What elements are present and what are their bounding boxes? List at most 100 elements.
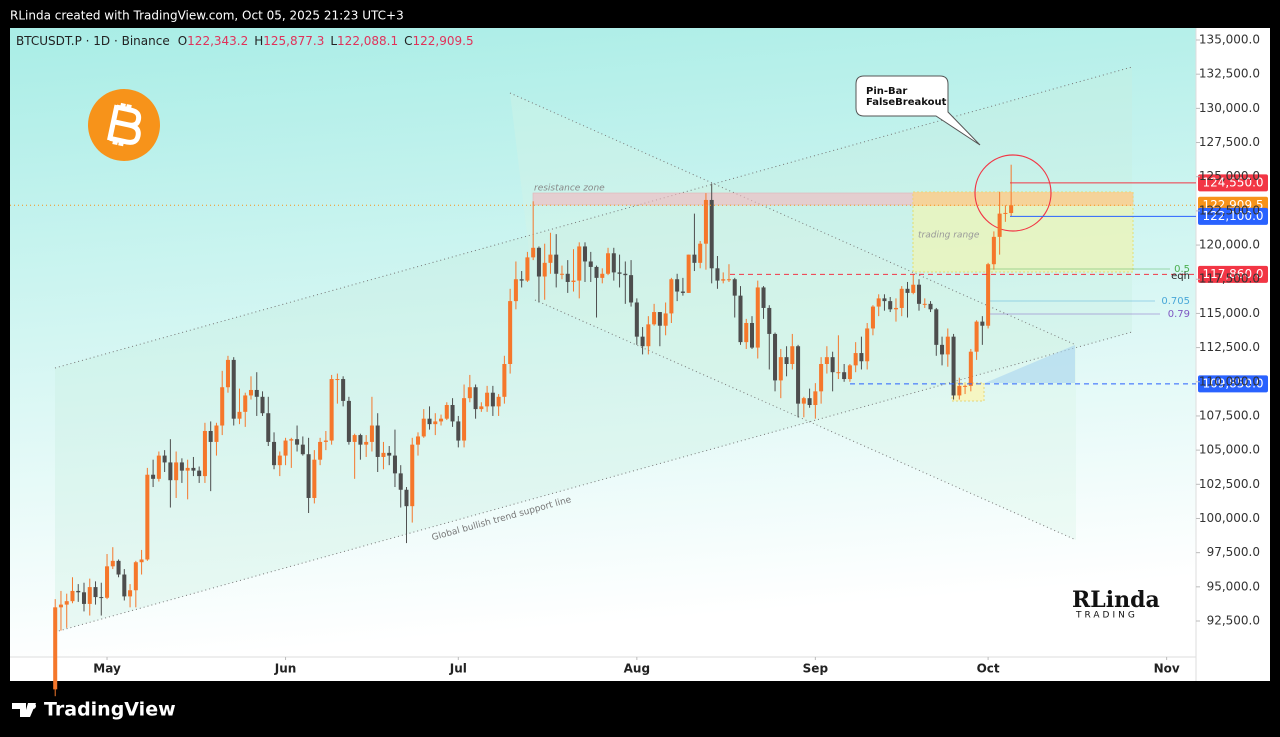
candle-body	[318, 441, 323, 460]
candle-body	[513, 279, 518, 302]
candle-body	[168, 462, 173, 481]
candle-body	[1009, 205, 1014, 214]
candle-body	[749, 322, 755, 348]
candle-body	[698, 243, 703, 263]
candle-body	[76, 590, 81, 593]
plot-area	[10, 28, 1196, 657]
y-tick-label: 102,500.0	[1199, 477, 1260, 491]
candle-body	[611, 253, 616, 273]
candle-body	[202, 430, 207, 477]
y-tick-label: 115,000.0	[1199, 306, 1260, 320]
candle-body	[600, 273, 605, 278]
ohlc-key: O	[178, 34, 187, 48]
candle-body	[963, 385, 968, 387]
candle-body	[329, 379, 334, 441]
ohlc-key: H	[254, 34, 263, 48]
y-tick-label: 110,000.0	[1199, 374, 1260, 388]
candle-body	[830, 357, 835, 373]
candle-body	[272, 441, 277, 466]
candle-body	[496, 396, 501, 407]
candle-body	[260, 396, 265, 414]
fib-label: eqh	[1171, 271, 1190, 282]
candle-body	[623, 273, 628, 276]
candle-body	[208, 430, 213, 442]
watermark: RLinda	[1072, 587, 1160, 613]
candle-body	[248, 389, 254, 396]
candle-body	[237, 411, 242, 419]
candle-body	[283, 440, 288, 456]
price-level-box	[1198, 265, 1268, 283]
candle-body	[669, 279, 674, 314]
ohlc-key: L	[330, 34, 337, 48]
fib-lines	[990, 268, 1170, 315]
watermark: TRADING	[1075, 611, 1138, 621]
candle-body	[715, 268, 720, 281]
candle-body	[352, 435, 357, 442]
candle-body	[174, 462, 179, 481]
candle-body	[277, 455, 282, 466]
candle-body	[847, 365, 852, 380]
price-level-label: 124,550.0	[1202, 175, 1263, 189]
symbol: BTCUSDT.P · 1D · Binance	[16, 34, 170, 48]
candle-body	[179, 462, 184, 471]
candle-body	[197, 470, 202, 477]
ohlc-value: 122,088.1	[337, 34, 398, 48]
callout-line: FalseBreakout	[866, 97, 947, 108]
candle-body	[634, 302, 639, 337]
candle-body	[986, 264, 991, 326]
candle-body	[940, 344, 945, 355]
candle-body	[744, 322, 749, 343]
y-tick-label: 135,000.0	[1199, 33, 1260, 47]
candle-body	[559, 273, 564, 275]
ascending-channel	[55, 67, 1132, 632]
bitcoin-logo	[88, 89, 160, 161]
candle-body	[404, 489, 409, 507]
x-tick-label: Aug	[624, 662, 650, 676]
candle-body	[473, 387, 478, 410]
small-box	[951, 382, 985, 402]
x-tick-label: Oct	[977, 662, 1000, 676]
candle-body	[738, 295, 743, 343]
candle-body	[502, 363, 507, 397]
candle-body	[640, 336, 645, 347]
candle-body	[629, 275, 634, 303]
price-level-box	[1198, 375, 1268, 393]
candle-body	[721, 279, 726, 281]
y-tick-label: 132,500.0	[1199, 67, 1260, 81]
candle-body	[657, 312, 662, 326]
candle-body	[582, 246, 588, 262]
channel-line	[509, 92, 1077, 346]
candle-body	[692, 254, 697, 263]
symbol-legend: BTCUSDT.P · 1D · Binance O122,343.2 H125,8…	[16, 34, 474, 48]
y-tick-label: 92,500.0	[1207, 614, 1260, 628]
range-top	[913, 192, 1133, 206]
candle-body	[836, 372, 841, 374]
candle-body	[991, 236, 996, 265]
callout	[855, 75, 981, 146]
candle-body	[93, 587, 98, 598]
y-tick-label: 97,500.0	[1207, 545, 1260, 559]
candle-body	[997, 213, 1002, 237]
y-tick-label: 122,500.0	[1199, 203, 1260, 217]
candle-body	[709, 199, 714, 269]
y-tick-label: 100,000.0	[1199, 511, 1260, 525]
candle-body	[462, 398, 467, 441]
candle-body	[151, 474, 156, 479]
candle-body	[548, 254, 553, 263]
y-tick-label: 120,000.0	[1199, 238, 1260, 252]
candle-body	[922, 303, 927, 305]
candle-body	[105, 566, 110, 598]
x-tick-label: Sep	[803, 662, 829, 676]
candle-body	[99, 597, 104, 599]
candle-body	[617, 272, 622, 274]
candle-body	[341, 379, 346, 401]
candle-body	[928, 303, 933, 310]
candle-body	[842, 372, 847, 380]
candle-body	[876, 298, 881, 307]
candle-body	[819, 363, 824, 392]
callout-line: Pin-Bar	[866, 86, 907, 97]
candle-body	[415, 436, 421, 445]
candle-body	[410, 444, 415, 507]
candle-body	[53, 607, 58, 690]
